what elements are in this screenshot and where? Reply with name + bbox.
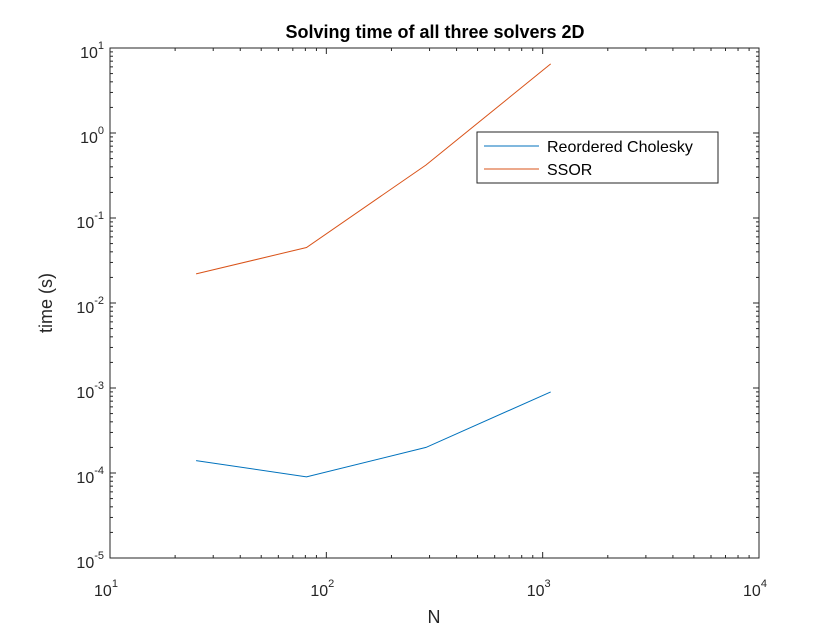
series-lines (195, 63, 552, 478)
legend: Reordered Cholesky SSOR (476, 131, 719, 184)
series-line-reordered-cholesky (196, 391, 551, 478)
chart-title: Solving time of all three solvers 2D (285, 22, 584, 42)
y-axis-label: time (s) (36, 273, 56, 333)
x-axis-label: N (428, 607, 441, 627)
plot-area (109, 47, 760, 559)
series-line-ssor (195, 63, 552, 275)
legend-box (476, 131, 719, 184)
legend-label-ssor: SSOR (547, 162, 592, 179)
legend-label-reordered-cholesky: Reordered Cholesky (547, 139, 693, 156)
axis-ticks (109, 47, 760, 559)
